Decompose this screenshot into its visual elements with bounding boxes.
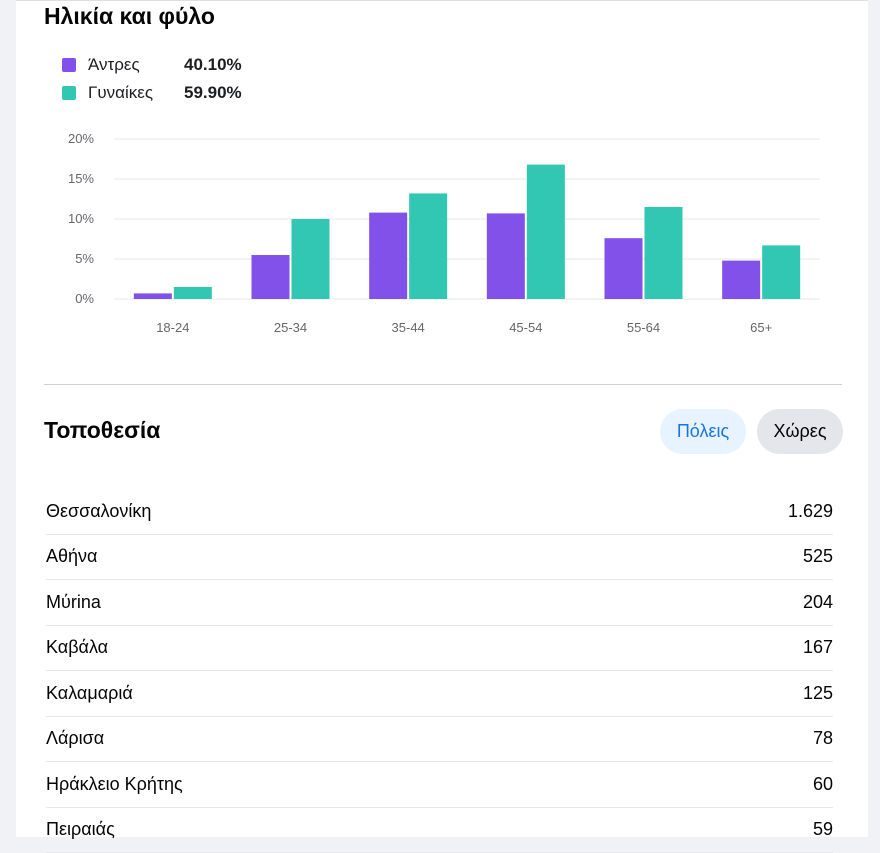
bar-men-55-64	[605, 238, 643, 299]
bar-women-25-34	[292, 219, 330, 299]
bar-men-35-44	[369, 213, 407, 299]
bar-women-55-64	[645, 207, 683, 299]
location-count: 525	[803, 546, 833, 567]
location-count: 125	[803, 683, 833, 704]
location-name: Λάρισα	[46, 728, 104, 749]
x-tick-label: 25-34	[274, 320, 307, 335]
chart-legend: Άντρες 40.10% Γυναίκες 59.90%	[62, 51, 242, 107]
location-name: Καλαμαριά	[46, 683, 133, 704]
cities-tab-button[interactable]: Πόλεις	[660, 409, 746, 454]
location-row: Λάρισα 78	[46, 717, 833, 763]
location-row: Θεσσαλονίκη 1.629	[46, 489, 833, 535]
location-name: Αθήνα	[46, 546, 97, 567]
section-divider	[44, 384, 842, 385]
legend-value-women: 59.90%	[184, 83, 242, 103]
y-tick-label: 20%	[68, 131, 94, 146]
x-tick-label: 18-24	[156, 320, 189, 335]
x-tick-label: 65+	[750, 320, 772, 335]
legend-item-men: Άντρες 40.10%	[62, 51, 242, 79]
bar-men-18-24	[134, 293, 172, 299]
countries-tab-button[interactable]: Χώρες	[757, 409, 843, 454]
bar-women-18-24	[174, 287, 212, 299]
y-tick-label: 0%	[75, 291, 94, 306]
x-tick-label: 45-54	[509, 320, 542, 335]
location-count: 1.629	[788, 501, 833, 522]
location-title: Τοποθεσία	[44, 417, 160, 444]
bar-women-35-44	[409, 193, 447, 299]
y-tick-label: 5%	[75, 251, 94, 266]
location-row: Πειραιάς 59	[46, 808, 833, 853]
location-row: Αθήνα 525	[46, 535, 833, 581]
location-name: Μύrina	[46, 592, 101, 613]
location-count: 59	[813, 819, 833, 840]
bar-women-65+	[762, 245, 800, 299]
age-gender-title: Ηλικία και φύλο	[44, 3, 215, 30]
location-name: Πειραιάς	[46, 819, 115, 840]
x-tick-label: 35-44	[392, 320, 425, 335]
bar-men-65+	[722, 261, 760, 299]
x-tick-label: 55-64	[627, 320, 660, 335]
legend-swatch-women	[62, 86, 76, 100]
location-count: 204	[803, 592, 833, 613]
age-gender-bar-chart: 0% 5% 10% 15% 20% 18-24 25-34 35-44 45-54 55-64 65…	[16, 121, 868, 351]
location-row: Μύrina 204	[46, 580, 833, 626]
bar-women-45-54	[527, 165, 565, 299]
insights-card: Ηλικία και φύλο Άντρες 40.10% Γυναίκες 5…	[16, 0, 868, 837]
location-count: 167	[803, 637, 833, 658]
legend-value-men: 40.10%	[184, 55, 242, 75]
location-name: Ηράκλειο Κρήτης	[46, 774, 183, 795]
legend-label-men: Άντρες	[88, 55, 184, 75]
y-tick-label: 10%	[68, 211, 94, 226]
location-list: Θεσσαλονίκη 1.629 Αθήνα 525 Μύrina 204 Καβάλα 1…	[46, 489, 833, 853]
location-count: 78	[813, 728, 833, 749]
legend-swatch-men	[62, 58, 76, 72]
bar-men-45-54	[487, 213, 525, 299]
legend-item-women: Γυναίκες 59.90%	[62, 79, 242, 107]
location-name: Καβάλα	[46, 637, 108, 658]
location-row: Καβάλα 167	[46, 626, 833, 672]
bar-men-25-34	[252, 255, 290, 299]
legend-label-women: Γυναίκες	[88, 83, 184, 103]
location-name: Θεσσαλονίκη	[46, 501, 151, 522]
location-count: 60	[813, 774, 833, 795]
location-row: Καλαμαριά 125	[46, 671, 833, 717]
location-row: Ηράκλειο Κρήτης 60	[46, 762, 833, 808]
y-tick-label: 15%	[68, 171, 94, 186]
